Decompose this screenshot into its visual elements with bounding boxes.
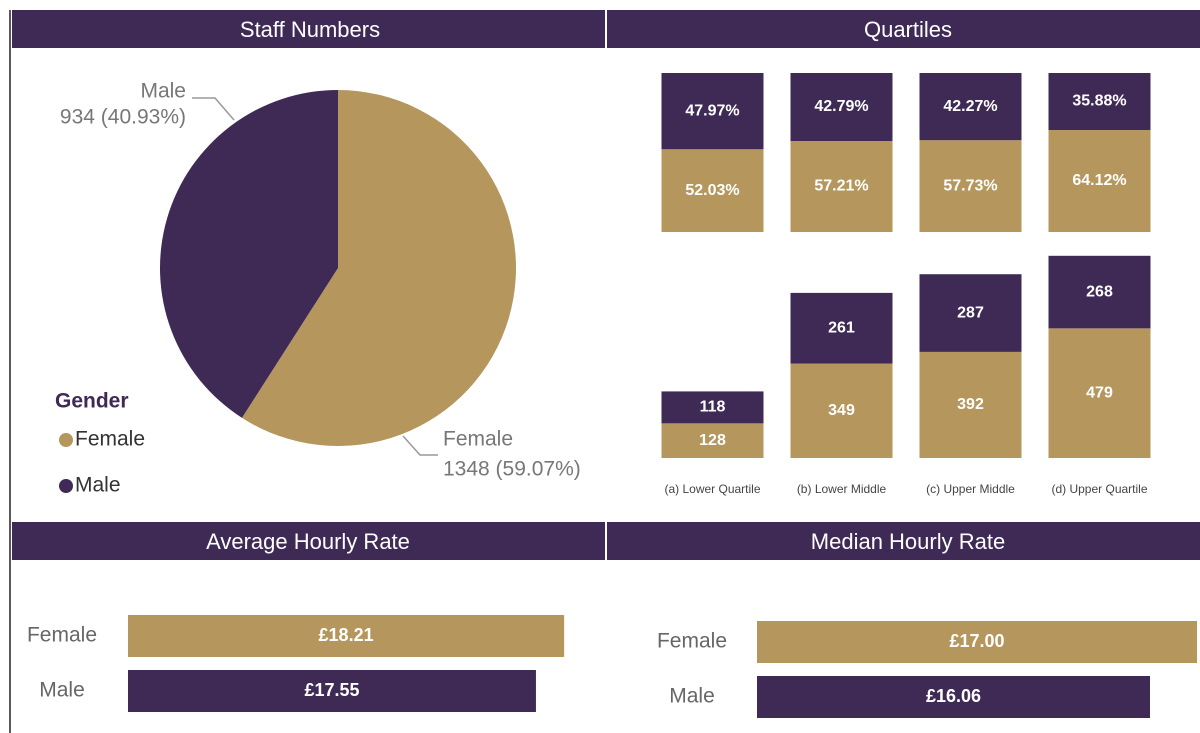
y-tick-label: Male [39,679,85,702]
chart-title: Quartiles [864,17,952,42]
bar-segment [919,274,1022,352]
data-label: £17.55 [304,680,359,700]
bar [757,676,1150,718]
bar [128,670,536,712]
bar-segment [1048,255,1151,329]
pie-label-value: 934 (40.93%) [60,106,186,129]
data-label: 261 [828,319,855,336]
data-label: 52.03% [685,182,739,199]
leader-line [402,435,438,456]
legend-marker [59,479,73,493]
bar-segment [1048,73,1151,131]
y-tick-label: Female [657,630,727,653]
data-label: 268 [1086,283,1113,300]
bar-segment [661,391,764,424]
data-label: 287 [957,304,984,321]
chart-title: Staff Numbers [240,17,380,42]
bar-segment [919,73,1022,141]
header-bar [12,522,605,560]
pie-label-value: 1348 (59.07%) [443,458,581,481]
pie-slice [241,90,516,446]
data-label: £18.21 [319,625,374,645]
bar-segment [919,140,1022,232]
bar-segment [661,149,764,232]
data-label: 35.88% [1072,93,1126,110]
bar-segment [790,363,893,458]
data-label: 57.73% [943,177,997,194]
x-tick-label: (c) Upper Middle [926,482,1015,496]
data-label: 479 [1086,384,1113,401]
x-tick-label: (a) Lower Quartile [664,482,760,496]
data-label: 42.27% [943,98,997,115]
chart-title: Average Hourly Rate [206,529,410,554]
data-label: 349 [828,402,855,419]
x-tick-label: (b) Lower Middle [797,482,887,496]
data-label: £16.06 [926,686,981,706]
bar [757,621,1197,663]
legend-label: Male [75,474,121,497]
legend-marker [59,433,73,447]
data-label: 42.79% [814,98,868,115]
bar-segment [790,141,893,232]
bar [128,615,565,657]
chart-title: Median Hourly Rate [811,529,1005,554]
bar-segment [1048,130,1151,232]
header-bar [607,522,1200,560]
data-label: 392 [957,396,984,413]
legend-title: Gender [55,390,129,413]
pie-slice [159,90,338,418]
y-tick-label: Male [669,685,715,708]
bar-segment [919,351,1022,458]
data-label: 47.97% [685,102,739,119]
bar-segment [790,292,893,364]
bar-segment [1048,328,1151,458]
data-label: 64.12% [1072,172,1126,189]
leader-line [192,97,235,121]
data-label: 118 [700,399,726,416]
pie-label-name: Female [443,428,513,451]
legend-label: Female [75,428,145,451]
x-tick-label: (d) Upper Quartile [1051,482,1147,496]
data-label: 128 [699,432,726,449]
header-bar [607,10,1200,48]
data-label: 57.21% [814,178,868,195]
data-label: £17.00 [949,631,1004,651]
y-tick-label: Female [27,624,97,647]
bar-segment [790,73,893,142]
pie-label-name: Male [140,80,186,103]
bar-segment [661,423,764,458]
header-bar [12,10,605,48]
bar-segment [661,73,764,150]
